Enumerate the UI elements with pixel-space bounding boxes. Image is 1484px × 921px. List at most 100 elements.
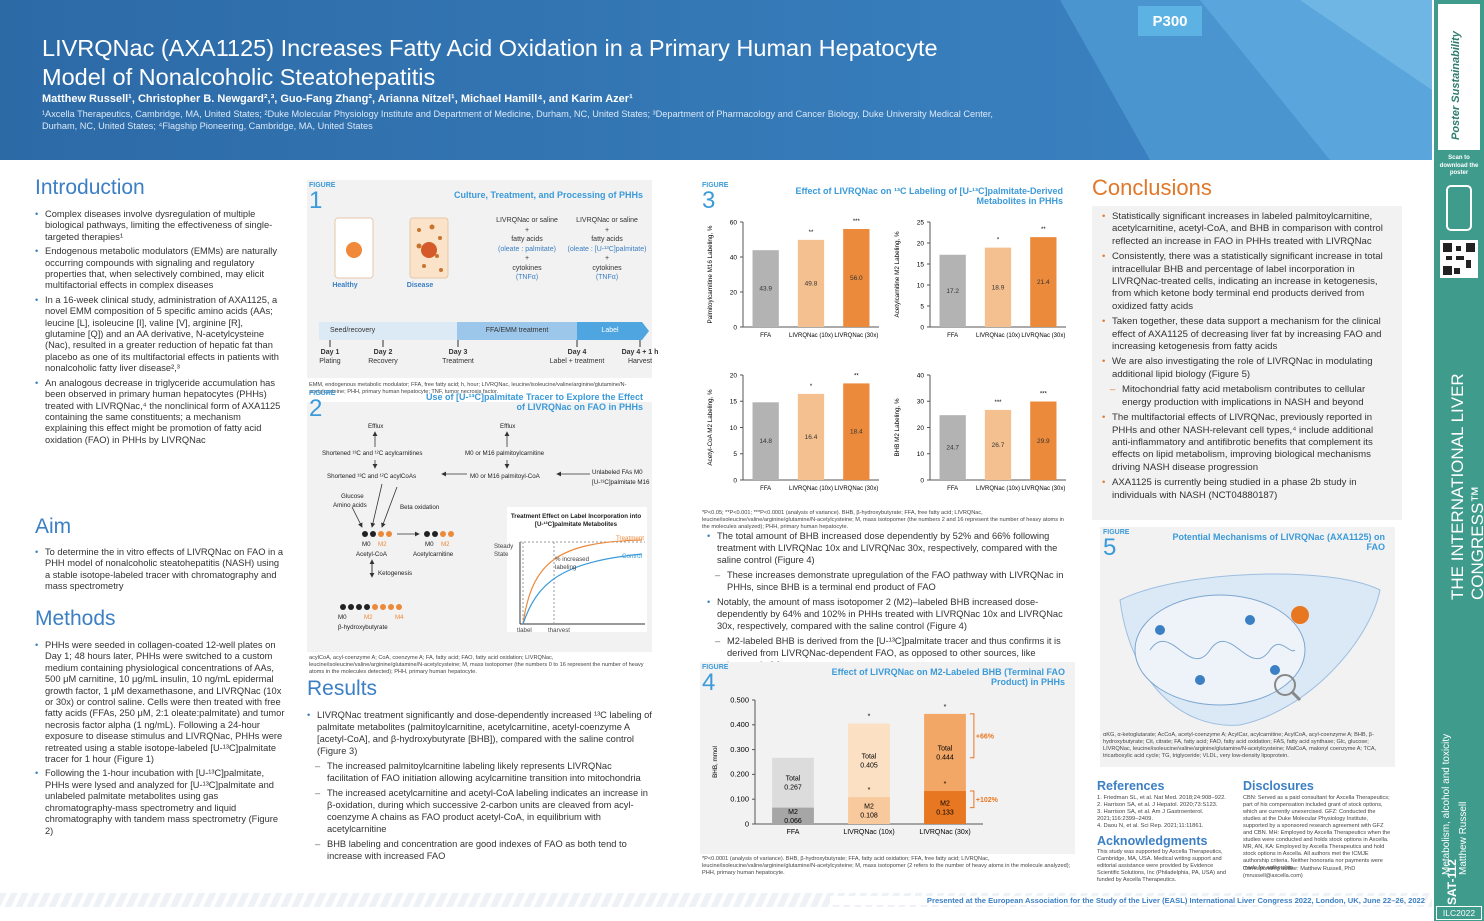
- y-tick-label: 0: [745, 819, 749, 828]
- y-tick-label: 10: [730, 425, 738, 432]
- qr-area: [1440, 185, 1478, 278]
- significance: ***: [853, 219, 861, 225]
- bullet: An analogous decrease in triglyceride ac…: [35, 378, 285, 446]
- reference: 3. Harrison SA, et al. Am J Gastroentero…: [1097, 809, 1204, 822]
- figure-title: Potential Mechanisms of LIVRQNac (AXA112…: [1172, 532, 1385, 552]
- value-label: 24.7: [946, 445, 959, 452]
- condition-line: (TNFα): [515, 274, 539, 281]
- y-axis-label: Acetylcarnitine M2 Labeling, %: [894, 231, 901, 318]
- y-tick-label: 20: [730, 289, 738, 296]
- figure-label: FIGURE: [309, 390, 336, 397]
- diagram-label: Shortened ¹³C and ¹²C acylcarnitines: [322, 450, 423, 457]
- y-tick-label: 0.200: [730, 770, 749, 779]
- cell-label: Disease: [406, 282, 434, 289]
- value-label: 49.8: [805, 280, 818, 287]
- condition-line: LIVRQNac or saline: [576, 217, 638, 224]
- figure-title: Effect of LIVRQNac on ¹³C Labeling of [U…: [795, 186, 1063, 206]
- day-label: Day 2: [373, 349, 393, 356]
- bar: [939, 415, 966, 480]
- disclosures-text: CBN: Served as a paid consultant for Axc…: [1243, 795, 1391, 871]
- bullet: Taken together, these data support a mec…: [1102, 316, 1394, 353]
- y-tick-label: 0.500: [730, 695, 749, 704]
- significance: *: [944, 781, 947, 788]
- value-label: 43.9: [759, 286, 772, 293]
- figure-box: [307, 180, 652, 378]
- x-tick-label: FFA: [947, 486, 958, 492]
- y-tick-label: 0: [920, 324, 924, 331]
- figure-footnote: EMM, endogenous metabolic modulator; FFA…: [309, 382, 627, 395]
- y-axis-label: Acetyl-CoA M2 Labeling, %: [707, 389, 714, 466]
- figure-number: 5: [1103, 534, 1117, 561]
- bar: [1030, 237, 1057, 327]
- y-tick-label: 40: [730, 254, 738, 261]
- day-sublabel: Treatment: [442, 358, 474, 365]
- diagram-label: M2: [364, 614, 373, 621]
- diagram-label: Ketogenesis: [378, 570, 413, 577]
- logo: Poster Sustainability: [1450, 31, 1462, 140]
- section-heading: Disclosures: [1243, 779, 1314, 793]
- day-sublabel: Recovery: [368, 358, 398, 365]
- bar-chart: Palmitoylcarnitine M16 Labeling, % 0 20 40 6…: [707, 219, 879, 339]
- figure-label: FIGURE: [1103, 529, 1130, 536]
- y-tick-label: 20: [917, 240, 925, 247]
- figure-number: 1: [309, 187, 323, 214]
- diagram-label: Efflux: [500, 423, 516, 430]
- figure5-diagram: [1119, 573, 1381, 726]
- reference-list: 1. Friedman SL, et al. Nat Med. 2018;24:…: [1097, 795, 1237, 830]
- y-tick-label: 25: [917, 219, 925, 226]
- day-label: Day 1: [320, 349, 340, 356]
- condition-line: +: [604, 255, 610, 262]
- y-tick-label: 0: [733, 324, 737, 331]
- significance: ***: [1040, 392, 1048, 398]
- condition-line: fatty acids: [511, 236, 543, 243]
- inset-annotation: % increased labeling: [555, 556, 590, 571]
- y-tick-label: 5: [733, 451, 737, 458]
- value-label: 56.0: [850, 275, 863, 282]
- bullet: The multifactorial effects of LIVRQNac, …: [1102, 412, 1394, 474]
- inset-legend: Treatment: [616, 535, 644, 542]
- condition-line: fatty acids: [591, 236, 623, 243]
- figure-title: Culture, Treatment, and Processing of PH…: [453, 190, 643, 200]
- figure1-diagram: [319, 217, 649, 347]
- y-axis-label: BHB M2 Labeling, %: [894, 398, 901, 457]
- value-label: 0.405: [860, 762, 878, 769]
- bar-chart: BHB M2 Labeling, % 0 10 20 30 40 FFA LIVRQNac (…: [894, 372, 1066, 492]
- section-heading: References: [1097, 779, 1165, 793]
- bar: [924, 791, 966, 824]
- value-label: 0.444: [936, 754, 954, 761]
- significance: **: [809, 230, 814, 236]
- diagram-label: M0: [425, 541, 434, 548]
- value-label: 29.9: [1037, 438, 1050, 445]
- scan-text: Scan to download the poster: [1439, 155, 1479, 176]
- value-label: 18.4: [850, 429, 863, 436]
- bar: [752, 402, 779, 480]
- cell-label: Healthy: [332, 282, 358, 289]
- bullet: Endogenous metabolic modulators (EMMs) a…: [35, 246, 285, 292]
- bar: [848, 797, 890, 824]
- series-label: M2: [864, 804, 874, 811]
- authors: Matthew Russell¹, Christopher B. Newgard…: [42, 93, 633, 105]
- significance: **: [854, 373, 859, 379]
- significance: *: [810, 384, 813, 390]
- presenter: Matthew Russell: [1458, 801, 1469, 875]
- bullet: In a 16-week clinical study, administrat…: [35, 295, 285, 375]
- bar: [843, 229, 870, 327]
- figure-number: 4: [702, 669, 716, 696]
- figure-number: 3: [702, 187, 716, 214]
- x-tick-label: LIVRQNac (30x): [1021, 486, 1065, 492]
- bar: [939, 254, 966, 327]
- day-sublabel: Harvest: [627, 358, 653, 365]
- bar-chart: Acetyl-CoA M2 Labeling, % 0 5 10 15 20 FFA LIVR…: [707, 372, 879, 492]
- significance: ***: [994, 400, 1002, 406]
- value-label: 0.108: [860, 813, 878, 820]
- poster-title: LIVRQNac (AXA1125) Increases Fatty Acid …: [42, 35, 938, 90]
- section-heading: Acknowledgments: [1097, 834, 1208, 848]
- y-tick-label: 40: [917, 372, 925, 379]
- diagram-label: Glucose: [341, 493, 364, 500]
- y-tick-label: 5: [920, 303, 924, 310]
- inset-tick: tlabel: [517, 627, 532, 634]
- significance: *: [997, 238, 1000, 244]
- day-label: Day 3: [448, 349, 468, 356]
- bar-chart: BHB, mmol 0 0.100 0.200 0.300 0.400 0.500 FFA LI…: [712, 695, 999, 836]
- bullet: PHHs were seeded in collagen-coated 12-w…: [35, 640, 285, 765]
